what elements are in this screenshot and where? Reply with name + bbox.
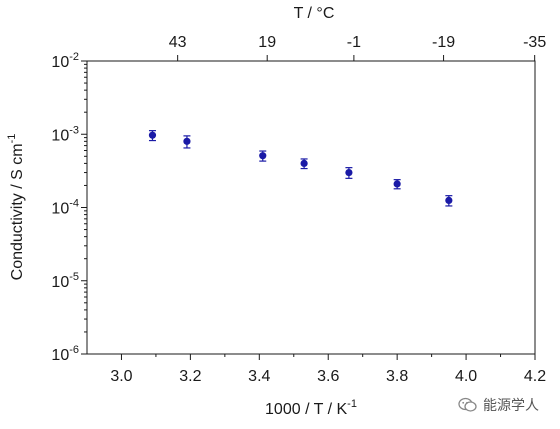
data-points [148, 130, 453, 207]
marker [300, 159, 308, 167]
top-tick-label: -1 [347, 34, 361, 51]
data-point [183, 135, 191, 149]
marker [445, 196, 453, 205]
x-tick-label: 3.8 [386, 368, 408, 385]
x-tick-label: 3.2 [179, 368, 201, 385]
y-axis-label: Conductivity / S cm-1 [6, 134, 26, 281]
top-tick-label: 19 [258, 34, 276, 51]
y-tick-label: 10-2 [51, 51, 79, 71]
wechat-icon [458, 397, 477, 412]
y-tick-label: 10-6 [51, 344, 79, 364]
top-axis-ticks: 43 19 -1 -19 -35 [169, 34, 546, 61]
top-tick-label: -19 [432, 34, 455, 51]
marker [345, 168, 353, 177]
marker [259, 152, 267, 160]
watermark-text: 能源学人 [483, 398, 539, 414]
y-tick-label: 10-3 [51, 124, 79, 144]
plot-frame [86, 60, 536, 355]
data-point [148, 130, 157, 142]
y-tick-label: 10-4 [51, 198, 79, 218]
x-axis-ticks: 3.0 3.2 3.4 3.6 3.8 4.0 4.2 [110, 354, 546, 385]
y-tick-label: 10-5 [51, 271, 79, 291]
data-point [345, 167, 353, 179]
data-point [445, 195, 453, 207]
x-tick-label: 3.0 [110, 368, 132, 385]
x-tick-label: 4.0 [455, 368, 477, 385]
watermark: 能源学人 [458, 394, 539, 416]
top-tick-label: 43 [169, 34, 187, 51]
marker [183, 137, 191, 145]
marker [393, 180, 401, 188]
top-tick-label: -35 [523, 34, 546, 51]
data-point [393, 179, 401, 190]
top-axis-label: T / °C [294, 5, 335, 22]
data-point [300, 158, 308, 170]
x-tick-label: 3.6 [317, 368, 339, 385]
y-axis-ticks: 10-6 10-5 10-4 10-3 10-2 [51, 51, 87, 364]
data-point [259, 150, 267, 162]
x-tick-label: 3.4 [248, 368, 270, 385]
x-axis-label: 1000 / T / K-1 [265, 398, 357, 418]
marker [148, 131, 157, 139]
x-tick-label: 4.2 [524, 368, 546, 385]
